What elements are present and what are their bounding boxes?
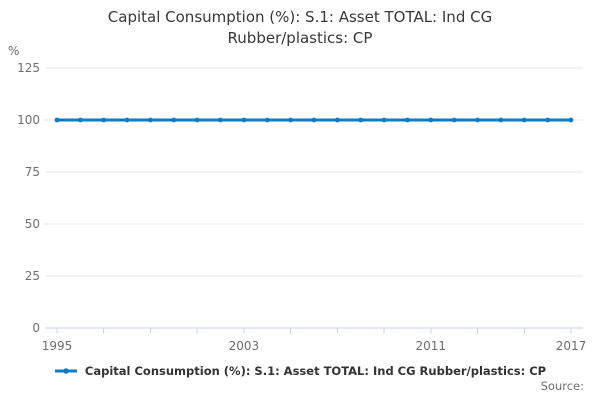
data-point xyxy=(218,117,223,123)
y-tick-label: 75 xyxy=(25,165,40,179)
data-point xyxy=(264,117,270,123)
data-point xyxy=(124,117,130,123)
source-label: Source: xyxy=(540,379,584,393)
data-point xyxy=(171,117,177,123)
x-tick-label: 2017 xyxy=(556,339,587,353)
data-point xyxy=(288,117,294,123)
data-point xyxy=(194,117,200,123)
x-tick-label: 1995 xyxy=(42,339,73,353)
chart-title-line2: Rubber/plastics: CP xyxy=(227,29,373,47)
chart-title-line1: Capital Consumption (%): S.1: Asset TOTA… xyxy=(107,8,493,26)
data-point xyxy=(148,117,153,123)
data-point xyxy=(521,117,527,123)
chart-title: Capital Consumption (%): S.1: Asset TOTA… xyxy=(0,7,600,49)
data-point xyxy=(381,117,387,123)
data-point xyxy=(451,117,457,123)
data-point xyxy=(311,117,317,123)
data-point xyxy=(101,117,107,123)
data-point xyxy=(475,117,480,123)
data-point xyxy=(568,117,574,123)
legend: Capital Consumption (%): S.1: Asset TOTA… xyxy=(0,362,600,379)
data-point xyxy=(405,117,410,123)
data-point xyxy=(428,117,434,123)
x-tick-label: 2003 xyxy=(229,339,260,353)
y-axis-unit-label: % xyxy=(8,44,20,58)
legend-line-marker-icon xyxy=(54,367,77,374)
data-point xyxy=(358,117,364,123)
data-point xyxy=(334,117,340,123)
y-tick-label: 100 xyxy=(17,113,40,127)
data-point xyxy=(241,117,247,123)
y-tick-label: 0 xyxy=(32,321,40,335)
x-tick-label: 2011 xyxy=(416,339,447,353)
data-point xyxy=(54,117,60,123)
y-tick-label: 50 xyxy=(25,217,40,231)
legend-series-label: Capital Consumption (%): S.1: Asset TOTA… xyxy=(84,363,547,378)
y-tick-label: 125 xyxy=(17,61,40,75)
y-tick-label: 25 xyxy=(25,269,40,283)
data-point xyxy=(498,117,504,123)
data-point xyxy=(545,117,551,123)
data-point xyxy=(77,117,83,123)
